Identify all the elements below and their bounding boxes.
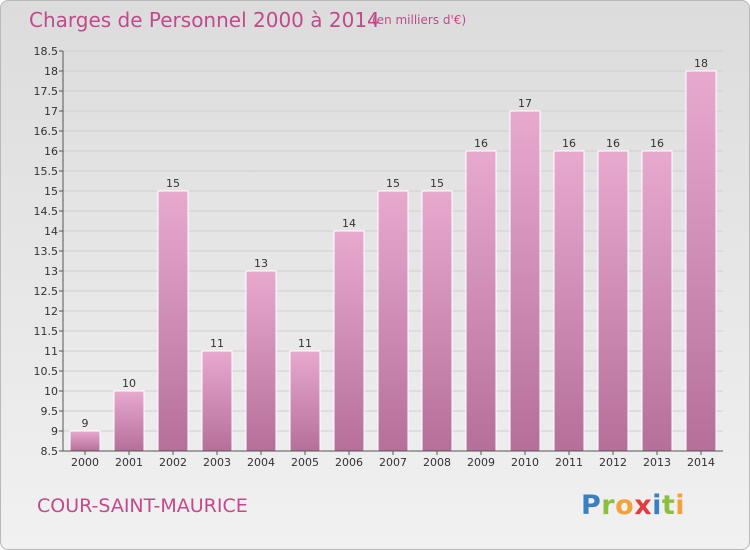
bar-value-label: 18 <box>694 57 708 70</box>
bar <box>157 190 189 452</box>
y-tick-label: 17 <box>44 105 58 118</box>
bar-value-label: 14 <box>342 217 356 230</box>
y-tick-label: 11 <box>44 345 58 358</box>
bar-value-label: 16 <box>650 137 664 150</box>
x-tick-label: 2001 <box>115 456 143 469</box>
bar-value-label: 16 <box>474 137 488 150</box>
bar <box>113 390 145 452</box>
y-tick-label: 11.5 <box>34 325 59 338</box>
y-tick-label: 14 <box>44 225 58 238</box>
y-tick-label: 12.5 <box>34 285 59 298</box>
bar <box>421 190 453 452</box>
bar <box>641 150 673 452</box>
bar <box>201 350 233 452</box>
x-tick-label: 2010 <box>511 456 539 469</box>
x-tick-label: 2014 <box>687 456 715 469</box>
y-tick-label: 14.5 <box>34 205 59 218</box>
y-tick-label: 15.5 <box>34 165 59 178</box>
x-tick-label: 2005 <box>291 456 319 469</box>
bar-value-label: 11 <box>298 337 312 350</box>
y-tick-label: 13.5 <box>34 245 59 258</box>
bar <box>553 150 585 452</box>
commune-name: COUR-SAINT-MAURICE <box>37 495 248 517</box>
axes: 8.5 9 9.5 10 10.5 11 11.5 12 12.5 13 13.5 14 14.5 15 1… <box>34 45 723 469</box>
chart-unit: (en milliers d'€) <box>372 13 467 27</box>
x-tick-label: 2011 <box>555 456 583 469</box>
x-tick-label: 2000 <box>71 456 99 469</box>
bar-value-label: 16 <box>562 137 576 150</box>
y-tick-label: 15 <box>44 185 58 198</box>
bar <box>333 230 365 452</box>
y-tick-label: 16 <box>44 145 58 158</box>
y-tick-label: 8.5 <box>41 445 59 458</box>
bar <box>685 70 717 452</box>
x-tick-label: 2004 <box>247 456 275 469</box>
bar-value-label: 15 <box>166 177 180 190</box>
bar-value-label: 17 <box>518 97 532 110</box>
x-tick-label: 2012 <box>599 456 627 469</box>
x-tick-label: 2003 <box>203 456 231 469</box>
bars: 9 10 15 11 13 11 14 15 15 16 17 16 16 16 18 <box>69 57 717 452</box>
proxiti-logo: Proxiti <box>581 490 686 521</box>
bar-value-label: 11 <box>210 337 224 350</box>
bar <box>465 150 497 452</box>
bar-value-label: 15 <box>386 177 400 190</box>
bar <box>509 110 541 452</box>
y-tick-label: 13 <box>44 265 58 278</box>
x-tick-label: 2013 <box>643 456 671 469</box>
bar <box>289 350 321 452</box>
x-tick-label: 2009 <box>467 456 495 469</box>
bar <box>245 270 277 452</box>
y-tick-label: 17.5 <box>34 85 59 98</box>
x-tick-label: 2007 <box>379 456 407 469</box>
bar-value-label: 13 <box>254 257 268 270</box>
bar <box>597 150 629 452</box>
y-tick-label: 18 <box>44 65 58 78</box>
bar <box>377 190 409 452</box>
bar-value-label: 9 <box>82 417 89 430</box>
bar <box>69 430 101 452</box>
y-tick-label: 9 <box>51 425 58 438</box>
y-tick-label: 18.5 <box>34 45 59 58</box>
y-tick-label: 10.5 <box>34 365 59 378</box>
x-tick-label: 2006 <box>335 456 363 469</box>
x-tick-label: 2008 <box>423 456 451 469</box>
chart-title: Charges de Personnel 2000 à 2014 <box>29 8 380 32</box>
x-tick-label: 2002 <box>159 456 187 469</box>
bar-value-label: 15 <box>430 177 444 190</box>
bar-value-label: 16 <box>606 137 620 150</box>
y-tick-label: 12 <box>44 305 58 318</box>
y-tick-label: 16.5 <box>34 125 59 138</box>
y-tick-label: 9.5 <box>41 405 59 418</box>
y-tick-label: 10 <box>44 385 58 398</box>
bar-value-label: 10 <box>122 377 136 390</box>
